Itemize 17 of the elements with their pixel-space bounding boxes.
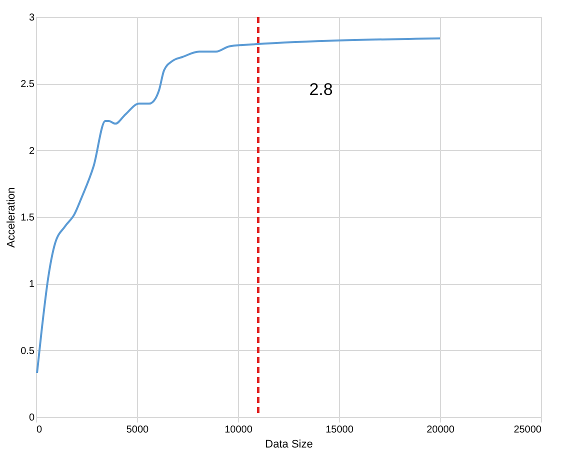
y-tick-label: 3 — [28, 12, 35, 24]
x-tick-label: 10000 — [224, 424, 253, 436]
x-tick-label: 15000 — [326, 424, 354, 436]
x-tick-label: 25000 — [514, 424, 542, 436]
y-tick-label: 0.5 — [20, 346, 35, 357]
x-axis-title: Data Size — [265, 438, 313, 450]
y-tick-label: 0 — [28, 412, 35, 424]
annotation: 2.8 — [309, 80, 333, 99]
y-tick-label: 2 — [28, 146, 35, 157]
y-tick-label: 2.5 — [20, 79, 35, 90]
y-tick-label: 1.5 — [20, 212, 35, 224]
x-tick-label: 20000 — [426, 424, 455, 436]
y-axis-title: Acceleration — [6, 187, 18, 248]
x-tick-label: 0 — [36, 424, 42, 436]
x-tick-label: 5000 — [126, 424, 150, 436]
line-series — [36, 37, 441, 374]
y-tick-label: 1 — [28, 279, 35, 290]
